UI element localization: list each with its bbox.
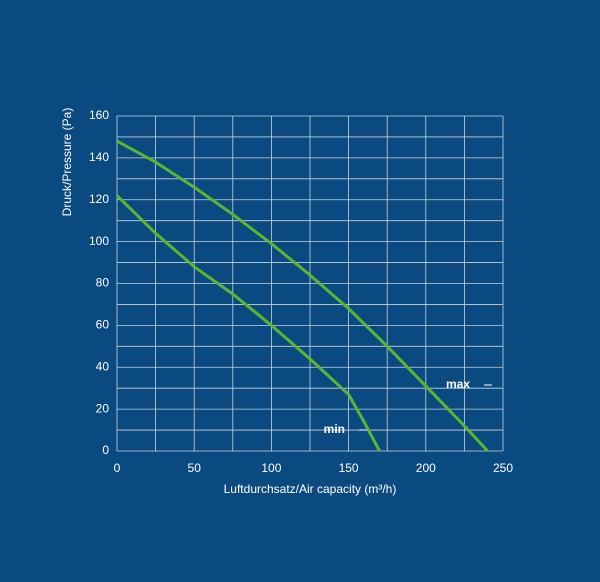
y-tick-label: 100 [89,234,109,248]
x-tick-label: 50 [188,461,202,475]
curve [116,139,489,453]
y-tick-label: 20 [96,401,110,415]
y-tick-label: 120 [89,192,109,206]
y-tick-label: 40 [96,359,110,373]
y-axis-label: Druck/Pressure (Pa) [60,108,74,217]
curve [115,194,381,452]
x-tick-label: 250 [493,461,513,475]
x-axis-label: Luftdurchsatz/Air capacity (m³/h) [224,482,397,496]
x-tick-label: 150 [339,461,359,475]
y-tick-label: 0 [102,443,109,457]
y-tick-label: 80 [96,276,110,290]
y-tick-label: 160 [89,108,109,122]
series-label: max [446,377,470,391]
x-tick-label: 0 [114,461,121,475]
y-tick-label: 60 [96,318,110,332]
series-label: min [324,422,345,436]
y-tick-label: 140 [89,150,109,164]
x-tick-label: 100 [261,461,281,475]
x-tick-label: 200 [416,461,436,475]
